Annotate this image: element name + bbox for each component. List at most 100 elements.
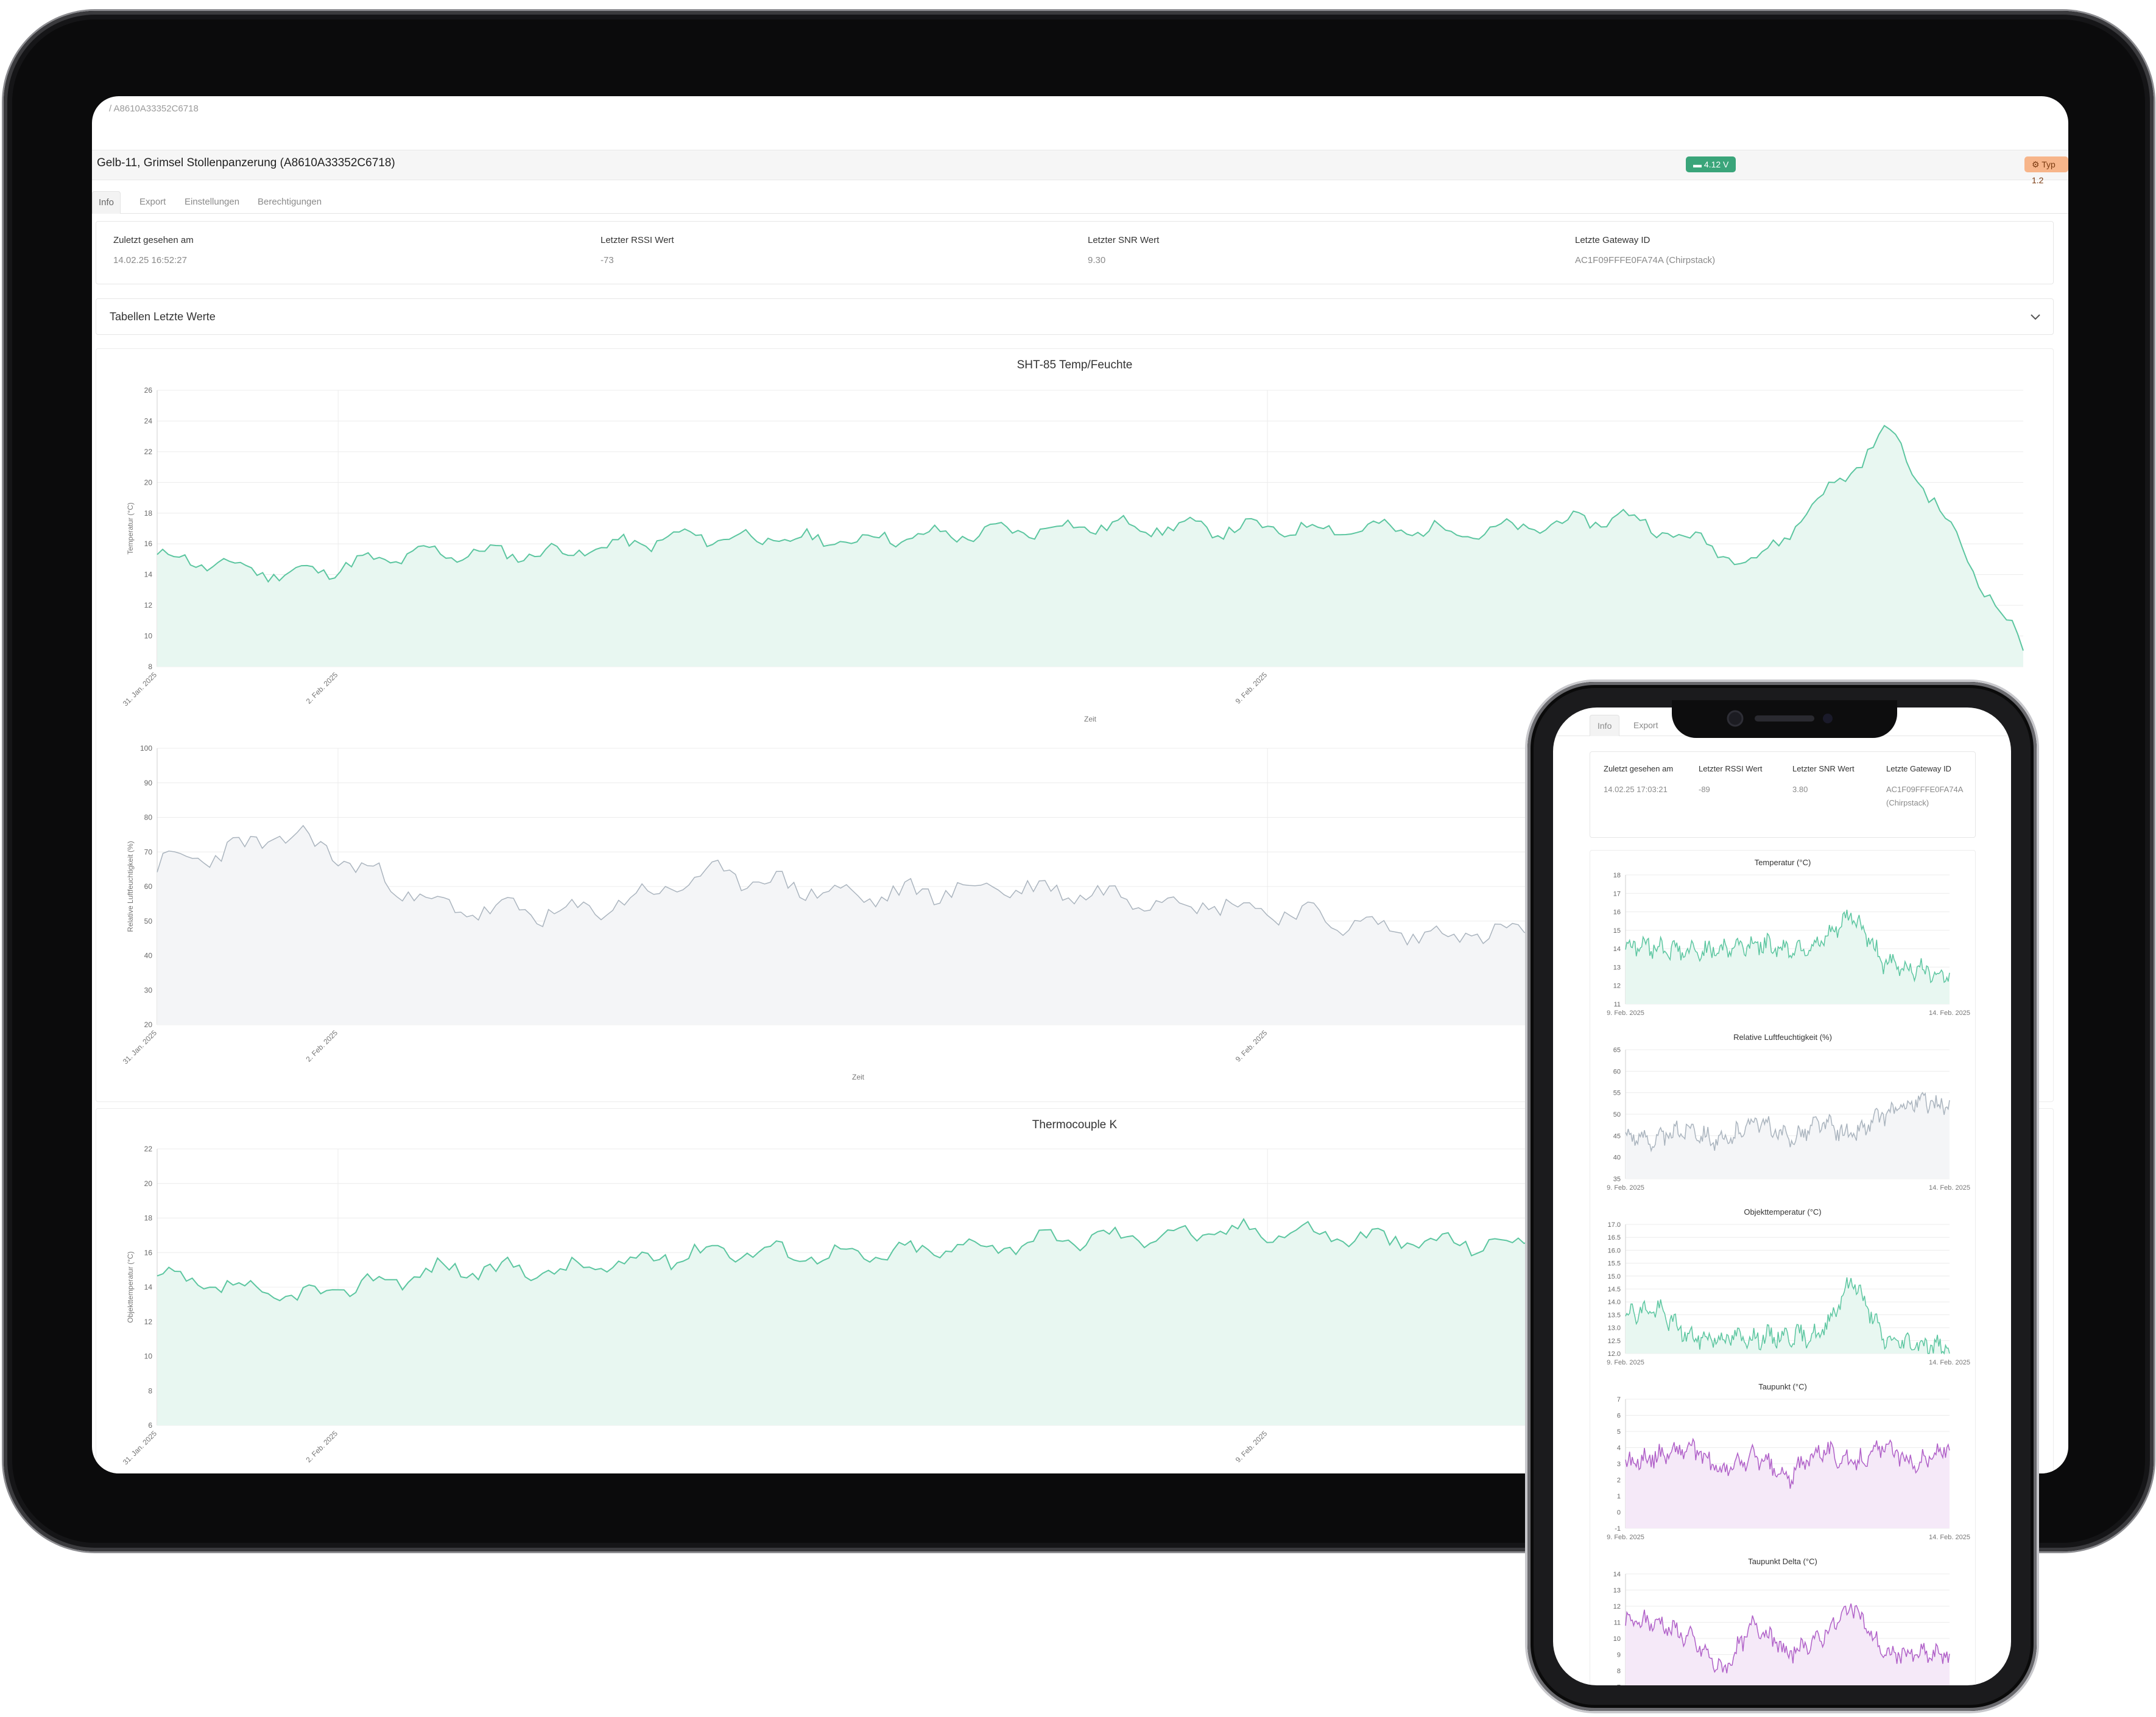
y-tick-label: 50 [1613,1111,1621,1118]
phone-tab-info[interactable]: Info [1590,715,1620,736]
info-value: AC1F09FFFE0FA74A (Chirpstack) [1575,255,1716,265]
y-tick-label: 12 [1613,983,1621,990]
y-tick-label: 12 [144,1318,153,1326]
info-label: Letzter SNR Wert [1792,764,1855,773]
x-tick-label: 9. Feb. 2025 [1234,1028,1269,1064]
y-tick-label: 7 [1617,1684,1621,1686]
phone-notch [1672,700,1897,738]
gear-icon: ⚙ [2032,160,2042,169]
y-tick-label: 6 [148,1421,152,1430]
info-label: Letzter SNR Wert [1088,235,1160,245]
y-tick-label: 40 [144,952,153,960]
x-tick-label: 31. Jan. 2025 [121,670,159,708]
info-value: AC1F09FFFE0FA74A (Chirpstack) [1886,785,1963,807]
info-label: Letzte Gateway ID [1886,764,1951,773]
info-label: Letzter RSSI Wert [1699,764,1763,773]
camera-icon [1727,710,1833,727]
phone-x-tick-label: 14. Feb. 2025 [1929,1009,1970,1017]
y-tick-label: 12 [1613,1603,1621,1610]
y-tick-label: 15 [1613,927,1621,935]
x-axis-title: Zeit [852,1073,865,1081]
y-tick-label: 20 [144,1179,153,1188]
x-tick-label: 9. Feb. 2025 [1234,1429,1269,1464]
y-tick-label: 3 [1617,1461,1621,1468]
y-tick-label: 80 [144,813,153,822]
y-tick-label: 14.5 [1608,1286,1621,1293]
y-tick-label: 18 [144,509,153,518]
x-tick-label: 2. Feb. 2025 [305,1028,340,1064]
tab-einstellungen[interactable]: Einstellungen [185,197,240,207]
series-line [157,824,1560,946]
phone-charts-panel: Temperatur (°C) 18 17 16 15 14 13 12 11 9. Feb. 2… [1590,850,1976,1685]
phone-chart-title: Temperatur (°C) [1755,858,1811,867]
tab-berechtigungen[interactable]: Berechtigungen [258,197,322,207]
breadcrumb[interactable]: / A8610A33352C6718 [109,104,199,114]
y-tick-label: 40 [1613,1154,1621,1162]
type-badge: ⚙ Typ 1.2 [2024,156,2068,185]
y-tick-label: 17.0 [1608,1221,1621,1229]
y-tick-label: 20 [144,1020,153,1029]
y-tick-label: 18 [144,1214,153,1223]
phone-x-tick-label: 9. Feb. 2025 [1607,1534,1644,1541]
series-line [1625,1092,1950,1153]
y-tick-label: 30 [144,986,153,994]
x-tick-label: 2. Feb. 2025 [305,1429,340,1464]
y-tick-label: 12 [144,601,153,609]
accordion-last-values[interactable]: Tabellen Letzte Werte [96,298,2054,335]
y-tick-label: 6 [1617,1413,1621,1420]
sht-chart-panel: SHT-85 Temp/Feuchte 26 24 22 20 18 16 14 12 10 8 3… [96,348,2054,1102]
x-tick-label: 31. Jan. 2025 [121,1429,159,1467]
x-tick-label: 31. Jan. 2025 [121,1028,159,1066]
chevron-down-icon[interactable] [2029,310,2042,323]
phone-info-rssi: Letzter RSSI Wert -89 [1699,764,1790,796]
y-tick-label: 14 [1613,1571,1621,1578]
y-tick-label: 16.0 [1608,1247,1621,1254]
phone-x-tick-label: 9. Feb. 2025 [1607,1359,1644,1366]
thermocouple-chart: 22 20 18 16 14 12 10 8 631. Jan. 2025 2. Feb. 202… [121,1145,1560,1467]
tc-chart-svg: 22 20 18 16 14 12 10 8 631. Jan. 2025 2. Feb. 202… [121,1145,1560,1467]
voltage-badge: ▬ 4.12 V [1686,156,1736,172]
phone-tab-export[interactable]: Export [1633,720,1658,730]
info-label: Zuletzt gesehen am [113,235,194,245]
y-tick-label: 17 [1613,890,1621,897]
info-rssi: Letzter RSSI Wert -73 [601,235,674,265]
temperature-chart: 26 24 22 20 18 16 14 12 10 831. Jan. 2025 2. Feb. … [121,386,2024,723]
phone-chart-title: Taupunkt (°C) [1758,1382,1807,1391]
y-tick-label: 14 [144,1283,153,1291]
y-tick-label: 60 [1613,1068,1621,1075]
tab-info[interactable]: Info [92,191,121,214]
info-label: Letzter RSSI Wert [601,235,674,245]
tab-export[interactable]: Export [139,197,166,207]
device-header: Gelb-11, Grimsel Stollenpanzerung (A8610… [92,150,2068,185]
y-tick-label: 13 [1613,1587,1621,1595]
y-tick-label: 60 [144,882,153,891]
y-tick-label: 16 [1613,909,1621,916]
y-tick-label: 15.0 [1608,1273,1621,1280]
y-axis-title: Temperatur (°C) [126,502,135,554]
y-tick-label: 45 [1613,1132,1621,1140]
y-tick-label: 100 [140,744,152,753]
series-area [1626,1603,1950,1685]
y-tick-label: 1 [1617,1493,1621,1500]
y-tick-label: 7 [1617,1396,1621,1403]
phone-x-tick-label: 9. Feb. 2025 [1607,1184,1644,1192]
phone-x-tick-label: 14. Feb. 2025 [1929,1534,1970,1541]
y-tick-label: 10 [144,632,153,641]
y-axis-title: Objekttemperatur (°C) [126,1251,135,1323]
type-value: Typ 1.2 [2032,160,2056,185]
series-line [1625,1603,1950,1674]
series-area [1626,1277,1950,1354]
y-tick-label: 24 [144,416,153,425]
series-line [157,1218,1560,1302]
phone-chart-title: Relative Luftfeuchtigkeit (%) [1733,1033,1832,1042]
info-last-seen: Zuletzt gesehen am 14.02.25 16:52:27 [113,235,194,265]
x-tick-label: 2. Feb. 2025 [305,670,340,706]
info-value: -73 [601,255,614,265]
device-title: Gelb-11, Grimsel Stollenpanzerung (A8610… [97,156,395,169]
y-tick-label: 90 [144,779,153,787]
y-tick-label: 12.5 [1608,1338,1621,1345]
series-line [1625,1277,1950,1355]
